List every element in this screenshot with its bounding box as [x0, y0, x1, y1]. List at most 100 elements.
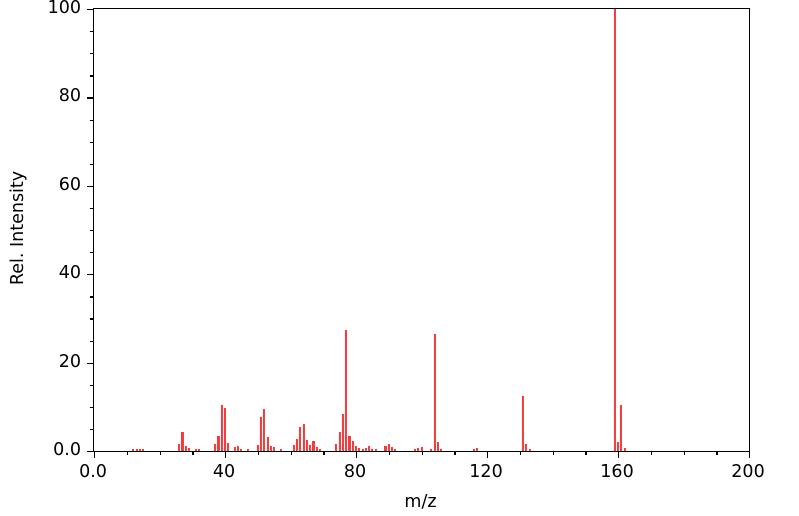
- y-tick-minor: [90, 207, 94, 210]
- spectrum-peak: [430, 448, 433, 451]
- y-tick-major: [87, 362, 94, 364]
- spectrum-peak: [259, 417, 263, 451]
- x-tick-minor: [192, 451, 194, 455]
- spectrum-peak: [273, 447, 276, 451]
- x-tick-minor: [552, 451, 554, 455]
- spectrum-peak: [227, 443, 230, 451]
- spectrum-peak: [345, 330, 348, 451]
- y-axis-title: Rel. Intensity: [8, 170, 28, 286]
- spectrum-peak: [233, 447, 236, 451]
- x-tick-label: 0.0: [79, 462, 107, 482]
- x-tick-minor: [388, 451, 391, 455]
- spectrum-peak: [364, 448, 367, 451]
- spectrum-peak: [266, 436, 269, 451]
- spectrum-peak: [269, 445, 272, 451]
- spectrum-peak: [296, 439, 299, 451]
- spectrum-peak: [246, 449, 249, 451]
- spectrum-peak: [263, 409, 266, 451]
- spectrum-peak: [384, 445, 387, 451]
- spectrum-peak: [305, 439, 308, 451]
- y-tick-minor: [90, 384, 94, 386]
- x-tick-minor: [519, 451, 522, 455]
- spectrum-peak: [299, 427, 302, 451]
- spectrum-peak: [417, 448, 420, 451]
- x-tick-major: [94, 451, 96, 458]
- spectrum-peak: [217, 435, 220, 451]
- y-tick-major: [87, 97, 94, 99]
- y-tick-major: [87, 9, 94, 11]
- x-tick-major: [356, 451, 358, 458]
- spectrum-peak: [341, 413, 344, 451]
- spectrum-peak: [348, 436, 351, 451]
- x-tick-major: [749, 451, 751, 458]
- spectrum-peak: [240, 448, 243, 451]
- spectrum-peak: [302, 424, 305, 451]
- spectrum-peak: [256, 444, 259, 451]
- spectrum-peak: [178, 444, 181, 451]
- x-tick-minor: [257, 451, 260, 455]
- x-tick-minor: [290, 451, 292, 455]
- x-tick-minor: [585, 451, 587, 455]
- spectrum-peak: [187, 448, 191, 451]
- x-tick-major: [487, 451, 489, 458]
- spectrum-peak: [220, 405, 223, 451]
- spectrum-peak: [616, 441, 620, 451]
- x-tick-label: 120: [469, 462, 503, 482]
- spectrum-peak: [338, 432, 341, 451]
- y-tick-minor: [90, 340, 94, 342]
- spectrum-peak: [361, 448, 364, 451]
- spectrum-peak: [433, 334, 436, 451]
- spectrum-peak: [309, 444, 312, 451]
- spectrum-peak: [223, 407, 227, 451]
- y-tick-minor: [90, 119, 94, 121]
- y-tick-minor: [90, 406, 94, 409]
- x-tick-minor: [716, 451, 718, 455]
- spectrum-peak: [436, 441, 439, 451]
- x-tick-major: [618, 451, 620, 458]
- spectrum-peak: [440, 448, 443, 451]
- spectrum-peak: [413, 448, 416, 451]
- y-tick-label: 40: [58, 263, 81, 284]
- x-tick-minor: [683, 451, 685, 455]
- y-tick-minor: [90, 53, 94, 55]
- spectrum-peak: [335, 444, 338, 451]
- spectrum-peak: [371, 448, 374, 451]
- spectrum-peak: [620, 404, 623, 451]
- y-tick-minor: [90, 163, 94, 165]
- y-tick-label: 60: [58, 174, 81, 195]
- y-tick-minor: [90, 230, 94, 232]
- spectrum-peak: [279, 448, 282, 451]
- y-tick-minor: [90, 141, 94, 143]
- spectrum-peak: [472, 448, 475, 451]
- y-tick-minor: [90, 75, 94, 77]
- y-tick-label: 80: [58, 86, 81, 107]
- x-tick-label: 160: [600, 462, 634, 482]
- x-tick-minor: [159, 451, 161, 455]
- y-tick-minor: [90, 318, 94, 320]
- x-tick-minor: [323, 451, 325, 455]
- y-tick-minor: [90, 31, 94, 33]
- spectrum-peak: [181, 432, 184, 451]
- spectrum-peak: [135, 449, 138, 451]
- spectrum-peak: [318, 448, 322, 451]
- spectrum-peak: [623, 447, 626, 451]
- spectrum-peak: [368, 445, 371, 451]
- spectrum-peak: [476, 448, 479, 451]
- x-axis-title: m/z: [404, 492, 437, 512]
- spectrum-peak: [214, 443, 217, 451]
- spectrum-peak: [528, 449, 531, 451]
- y-tick-major: [87, 185, 94, 188]
- plot-area: [94, 9, 749, 451]
- x-tick-minor: [421, 451, 423, 455]
- y-tick-minor: [90, 428, 94, 431]
- spectrum-peak: [292, 445, 295, 451]
- spectrum-peak: [138, 448, 141, 451]
- spectrum-peak: [525, 444, 528, 451]
- spectrum-peak: [197, 448, 200, 451]
- spectrum-peak: [312, 440, 315, 451]
- spectrum-peak: [237, 445, 240, 451]
- y-tick-label: 100: [47, 0, 81, 18]
- spectrum-peak: [613, 9, 616, 451]
- spectrum-peak: [142, 449, 145, 451]
